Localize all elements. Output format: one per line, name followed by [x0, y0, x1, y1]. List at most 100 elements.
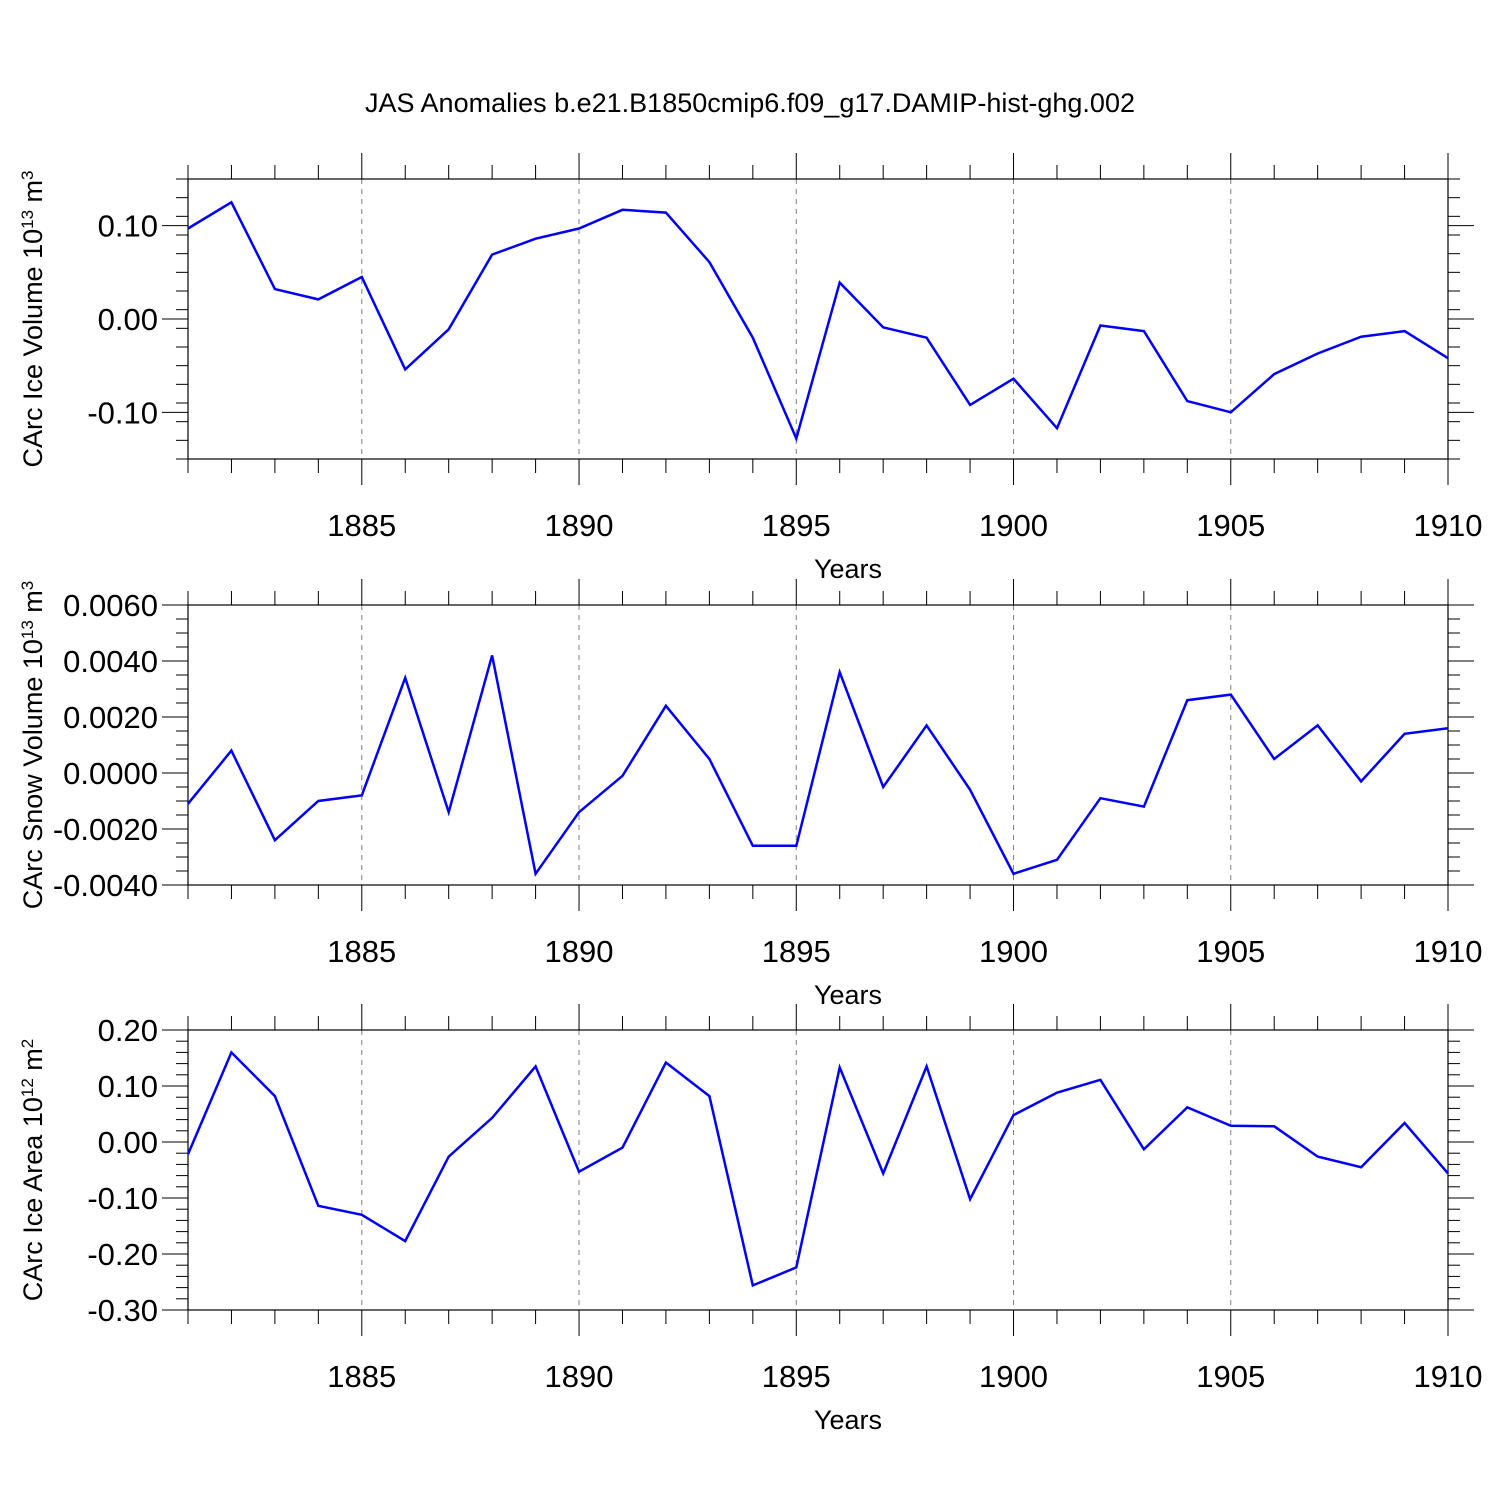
data-point — [1316, 1155, 1320, 1159]
data-point — [1272, 372, 1276, 376]
y-tick-label: 0.0060 — [63, 588, 158, 623]
data-point — [1185, 698, 1189, 702]
data-point — [316, 1204, 320, 1208]
data-point — [1359, 779, 1363, 783]
data-point — [490, 253, 494, 257]
y-label-text: CArc Ice Area 10 — [18, 1097, 48, 1301]
data-point — [1055, 858, 1059, 862]
data-point — [577, 1170, 581, 1174]
y-label-text: CArc Ice Volume 10 — [18, 229, 48, 468]
data-point — [620, 774, 624, 778]
y-label-unit: m — [18, 1048, 48, 1078]
y-label-unit-exponent: 3 — [18, 581, 37, 590]
data-point — [1403, 732, 1407, 736]
y-label-unit-exponent: 3 — [18, 170, 37, 179]
page-title: JAS Anomalies b.e21.B1850cmip6.f09_g17.D… — [365, 88, 1135, 118]
y-tick-label: 0.20 — [98, 1013, 158, 1048]
data-point — [490, 1116, 494, 1120]
y-label-unit-exponent: 2 — [18, 1039, 37, 1048]
panel-snow-volume: -0.0040 -0.0020 0.0000 0.0020 0.0040 0.0060 18… — [18, 579, 1482, 1010]
data-point — [925, 336, 929, 340]
y-tick-label: 0.00 — [98, 302, 158, 337]
y-label-text: CArc Snow Volume 10 — [18, 639, 48, 909]
plot-frame — [187, 178, 1449, 460]
y-axis-label: CArc Ice Volume 1013 m3 — [18, 170, 49, 467]
data-point — [838, 281, 842, 285]
data-point — [1098, 1078, 1102, 1082]
data-point — [664, 1060, 668, 1064]
data-point — [316, 297, 320, 301]
data-point — [925, 723, 929, 727]
data-point — [229, 1050, 233, 1054]
data-point — [1359, 335, 1363, 339]
data-point — [186, 1152, 190, 1156]
y-label-unit: m — [18, 180, 48, 210]
panel-ice-volume: -0.10 0.00 0.10 1885 1890 1895 1900 1905 1910 Yea… — [18, 153, 1482, 584]
data-point — [490, 653, 494, 657]
y-tick-label: 0.0040 — [63, 644, 158, 679]
data-point — [534, 872, 538, 876]
data-point — [968, 1197, 972, 1201]
data-point — [360, 275, 364, 279]
data-point — [794, 1265, 798, 1269]
data-point — [751, 336, 755, 340]
plot-frame — [187, 604, 1449, 886]
x-tick-label: 1910 — [1414, 1359, 1483, 1394]
data-point — [229, 200, 233, 204]
data-point — [881, 1171, 885, 1175]
x-tick-label: 1905 — [1196, 1359, 1265, 1394]
data-point — [1446, 726, 1450, 730]
data-point — [968, 788, 972, 792]
data-point — [1229, 693, 1233, 697]
data-point — [447, 1155, 451, 1159]
x-tick-label: 1900 — [979, 508, 1048, 543]
y-axis-label: CArc Snow Volume 1013 m3 — [18, 581, 49, 910]
x-axis-label: Years — [814, 980, 882, 1010]
data-point — [534, 237, 538, 241]
data-point — [838, 1066, 842, 1070]
data-point — [273, 287, 277, 291]
x-axis-label: Years — [814, 1405, 882, 1435]
y-tick-label: -0.0040 — [53, 868, 158, 903]
y-tick-label: 0.00 — [98, 1125, 158, 1160]
data-point — [1098, 324, 1102, 328]
x-tick-label: 1895 — [762, 508, 831, 543]
data-point — [881, 325, 885, 329]
data-point — [620, 208, 624, 212]
data-point — [925, 1064, 929, 1068]
y-label-exponent: 13 — [18, 210, 37, 229]
x-tick-label: 1895 — [762, 1359, 831, 1394]
data-point — [1403, 1121, 1407, 1125]
data-point — [1055, 426, 1059, 430]
x-axis-label: Years — [814, 554, 882, 584]
series-line — [187, 655, 1449, 877]
series-line — [187, 200, 1449, 443]
data-point — [1142, 1147, 1146, 1151]
data-point — [1012, 1113, 1016, 1117]
y-label-unit: m — [18, 590, 48, 620]
data-point — [1316, 352, 1320, 356]
data-point — [577, 810, 581, 814]
data-point — [1359, 1165, 1363, 1169]
x-tick-label: 1890 — [545, 1359, 614, 1394]
data-point — [664, 211, 668, 215]
data-point — [403, 676, 407, 680]
data-point — [751, 844, 755, 848]
y-tick-label: -0.30 — [87, 1293, 158, 1328]
x-tick-label: 1885 — [327, 508, 396, 543]
data-point — [1055, 1091, 1059, 1095]
x-tick-label: 1905 — [1196, 508, 1265, 543]
x-tick-label: 1900 — [979, 934, 1048, 969]
data-point — [1446, 1171, 1450, 1175]
x-tick-label: 1895 — [762, 934, 831, 969]
data-point — [1316, 723, 1320, 727]
x-tick-label: 1885 — [327, 1359, 396, 1394]
data-point — [1142, 805, 1146, 809]
data-point — [360, 793, 364, 797]
data-point — [577, 226, 581, 230]
data-point — [707, 260, 711, 264]
x-tick-label: 1885 — [327, 934, 396, 969]
data-point — [664, 704, 668, 708]
data-point — [838, 670, 842, 674]
